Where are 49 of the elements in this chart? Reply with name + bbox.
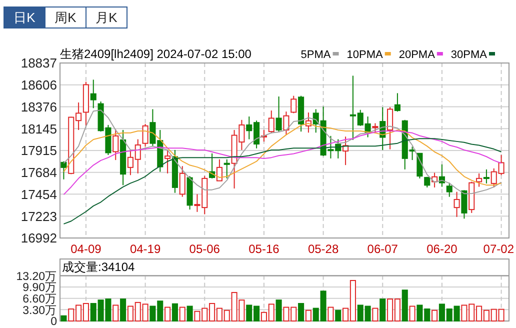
bar [402,290,408,322]
y-tick-label: 3.30万 [22,304,57,317]
bar [60,315,67,322]
bar [164,306,171,322]
text: 月K [96,10,118,25]
bar [409,306,416,322]
y-tick-label: 18837 [20,56,57,71]
y-tick-label: 18606 [20,78,57,93]
x-tick-label: 07-02 [483,242,514,256]
chart-title: 生猪2409[lh2409] 2024-07-02 15:00 [60,47,252,61]
bar [186,306,193,322]
y-tick-label: 13.20万 [16,270,57,283]
text: 周K [54,10,77,25]
x-tick-label: 04-09 [70,242,102,256]
legend-label: 10PMA [346,49,384,61]
chart-title: 成交量:34104 [62,260,136,274]
y-tick-label: 17684 [20,165,57,180]
x-tick-label: 05-16 [248,242,280,256]
line-series [63,138,502,224]
y-tick-label: 18145 [20,121,57,136]
legend-label: 20PMA [398,49,436,61]
y-tick-label: 18376 [20,99,57,114]
x-tick-label: 06-20 [426,242,458,256]
y-tick-label: 0 [50,316,57,328]
bar [380,298,386,322]
bar [112,304,119,322]
bar [432,310,438,322]
bar [172,303,178,322]
bar [305,310,312,322]
bar [120,298,126,322]
x-tick-label: 04-19 [130,242,161,256]
x-tick-label: 05-06 [189,242,220,256]
bar [276,300,282,322]
bar [298,303,304,322]
y-tick-label: 17454 [20,186,57,202]
x-tick-label: 06-07 [367,242,398,256]
bar [179,306,186,322]
bar [372,308,378,322]
legend-label: 30PMA [450,49,488,61]
y-tick-label: 9.90万 [22,281,57,294]
y-tick-label: 17223 [20,208,57,224]
bar [328,306,334,322]
x-tick-label: 05-28 [308,242,339,256]
legend-label: 5PMA [300,49,332,61]
y-tick-label: 17915 [20,143,57,158]
y-tick-label: 16992 [20,230,57,246]
text: 日K [14,10,36,25]
y-tick-label: 6.60万 [22,292,57,306]
bar [335,310,342,322]
